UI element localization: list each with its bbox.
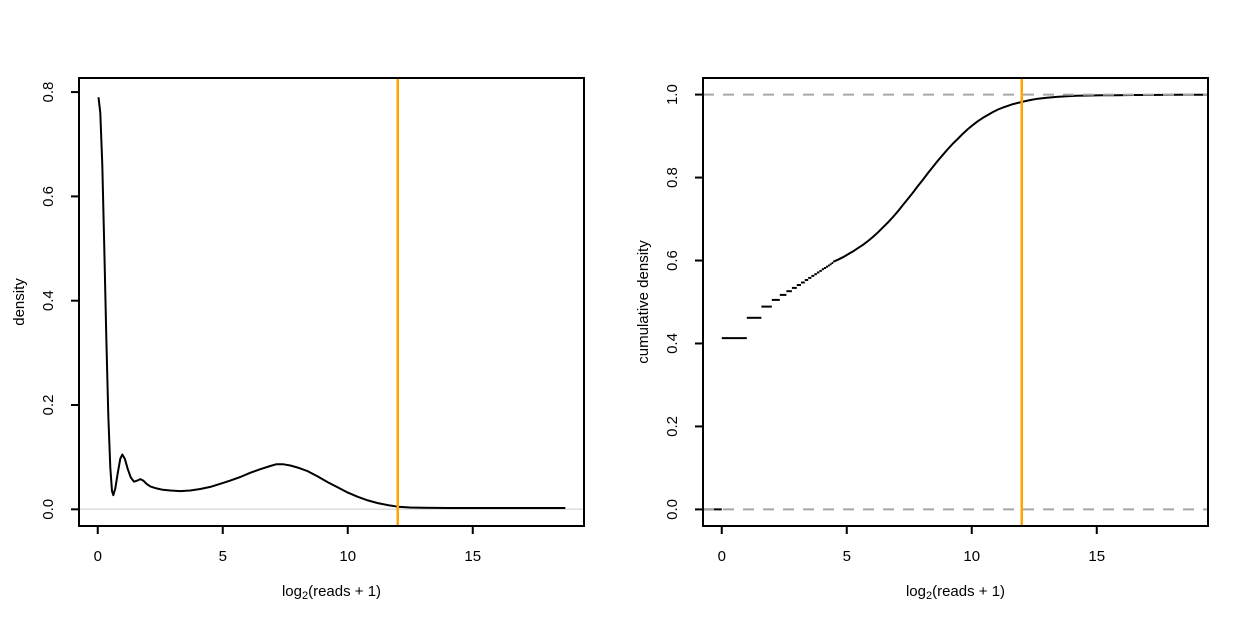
y-tick-label: 1.0 [664,84,681,105]
cumulative-density-x-axis-title: log2(reads + 1) [906,583,1005,602]
cumulative-density-plot-border [702,77,1209,527]
x-tick-label: 10 [963,548,980,565]
density-panel: 0 5 10 15 0.0 0.2 0.4 0.6 0.8 log2(reads + 1) dens… [0,0,624,624]
y-tick-label: 0.6 [664,250,681,271]
x-tick-label: 0 [718,548,726,565]
y-tick-label: 0.4 [40,290,57,311]
y-tick-label: 0.0 [40,499,57,520]
y-tick-label: 0.2 [40,395,57,416]
density-plot-border [78,77,585,527]
x-tick-label: 15 [1088,548,1105,565]
x-tick-label: 5 [843,548,851,565]
density-curve [97,97,566,509]
cumulative-density-panel: 0 5 10 15 0.0 0.2 0.4 0.6 0.8 1.0 log2(reads + 1) c… [624,0,1248,624]
cumulative-density-y-axis-title: cumulative density [635,240,652,364]
x-tick-label: 10 [339,548,356,565]
density-plot: 0 5 10 15 0.0 0.2 0.4 0.6 0.8 log2(reads + 1) dens… [11,77,585,602]
y-tick-label: 0.8 [664,167,681,188]
density-y-axis-title: density [11,278,28,326]
x-tick-label: 5 [219,548,227,565]
ecdf-curve [832,93,1207,263]
y-tick-label: 0.2 [664,416,681,437]
y-tick-label: 0.8 [40,82,57,103]
x-tick-label: 0 [94,548,102,565]
density-x-axis-title: log2(reads + 1) [282,583,381,602]
y-tick-label: 0.0 [664,499,681,520]
y-tick-label: 0.4 [664,333,681,354]
cumulative-density-plot: 0 5 10 15 0.0 0.2 0.4 0.6 0.8 1.0 log2(reads + 1) c… [635,77,1209,602]
x-tick-label: 15 [464,548,481,565]
y-tick-label: 0.6 [40,186,57,207]
